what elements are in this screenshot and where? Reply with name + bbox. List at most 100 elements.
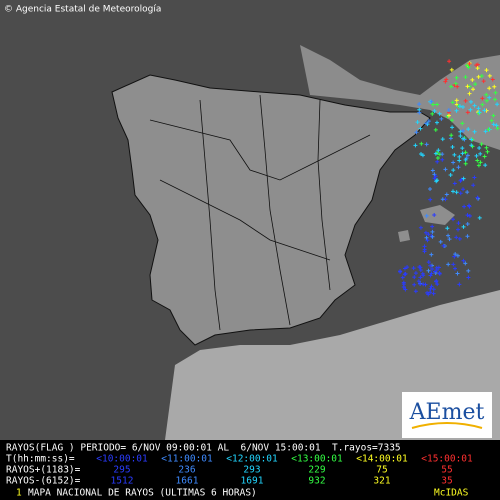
- strike: [460, 105, 465, 110]
- negative-label: RAYOS-(6152)=: [6, 476, 81, 487]
- strike: [433, 127, 438, 132]
- strike: [475, 195, 480, 200]
- strike: [463, 150, 468, 155]
- strike: [465, 234, 470, 239]
- strike: [428, 197, 433, 202]
- strike: [458, 129, 463, 134]
- strike: [457, 236, 462, 241]
- province-borders: [199, 99, 221, 331]
- time-interval: <15:00:01: [421, 454, 473, 465]
- strike: [424, 213, 429, 218]
- strike: [430, 168, 435, 173]
- strike: [463, 98, 468, 103]
- strike: [426, 232, 431, 237]
- system: McIDAS: [434, 488, 469, 499]
- strike: [413, 271, 418, 276]
- strike: [432, 213, 437, 218]
- strike: [428, 286, 433, 291]
- strike: [495, 126, 500, 131]
- strike: [484, 145, 489, 150]
- strike: [490, 77, 495, 82]
- strike: [424, 235, 429, 240]
- strike: [451, 262, 456, 267]
- negative-count: 1691: [241, 476, 264, 487]
- strike: [461, 176, 466, 181]
- strike: [489, 118, 494, 123]
- strike: [440, 197, 445, 202]
- strike: [454, 235, 459, 240]
- positive-count: 55: [441, 465, 452, 476]
- strike: [402, 266, 407, 271]
- strike: [412, 282, 417, 287]
- strike: [432, 109, 437, 114]
- strike: [469, 143, 474, 148]
- strike: [457, 154, 462, 159]
- province-borders: [149, 119, 371, 181]
- strike: [435, 178, 440, 183]
- strike: [403, 271, 408, 276]
- strike: [454, 108, 459, 113]
- strike: [467, 203, 472, 208]
- strike: [420, 153, 425, 158]
- strike: [430, 229, 435, 234]
- strike: [443, 167, 448, 172]
- strike: [458, 104, 463, 109]
- strike: [475, 66, 480, 71]
- strike: [418, 126, 423, 131]
- strike: [443, 79, 448, 84]
- strike: [477, 215, 482, 220]
- negative-count: 321: [373, 476, 390, 487]
- strike: [429, 267, 434, 272]
- strike: [436, 265, 441, 270]
- strike: [433, 151, 438, 156]
- balearic-islands: [420, 205, 455, 225]
- strike: [441, 243, 446, 248]
- strike: [461, 258, 466, 263]
- positive-label: RAYOS+(1183)=: [6, 465, 81, 476]
- strike: [419, 141, 424, 146]
- strike: [428, 186, 433, 191]
- strike: [471, 183, 476, 188]
- strike: [466, 65, 471, 70]
- strike: [491, 113, 496, 118]
- strike: [445, 226, 450, 231]
- strike: [429, 284, 434, 289]
- positive-count: 75: [376, 465, 387, 476]
- strike: [463, 75, 468, 80]
- period: RAYOS(FLAG ) PERIODO= 6/NOV 09:00:01 AL …: [6, 443, 401, 454]
- strike: [461, 187, 466, 192]
- info-panel: [0, 440, 500, 500]
- strike: [434, 268, 439, 273]
- strike: [451, 168, 456, 173]
- strike: [466, 127, 471, 132]
- logo-box: [402, 392, 492, 438]
- strike: [466, 275, 471, 280]
- strike: [476, 74, 481, 79]
- strike: [455, 253, 460, 258]
- strike: [430, 102, 435, 107]
- strike: [460, 128, 465, 133]
- strike: [429, 99, 434, 104]
- strike: [456, 165, 461, 170]
- strike: [436, 148, 441, 153]
- strike: [447, 59, 452, 64]
- strike: [447, 237, 452, 242]
- strike: [439, 116, 444, 121]
- province-borders: [159, 179, 331, 261]
- strike: [466, 268, 471, 273]
- strike: [472, 103, 477, 108]
- negative-count: 1661: [176, 476, 199, 487]
- strike: [465, 190, 470, 195]
- strike: [454, 190, 459, 195]
- strike: [401, 284, 406, 289]
- strike: [450, 144, 455, 149]
- strike: [475, 158, 480, 163]
- negative-count: 932: [308, 476, 325, 487]
- strike: [435, 102, 440, 107]
- strike: [454, 75, 459, 80]
- strike: [458, 191, 463, 196]
- strike: [457, 158, 462, 163]
- strike: [446, 108, 451, 113]
- strike: [417, 102, 422, 107]
